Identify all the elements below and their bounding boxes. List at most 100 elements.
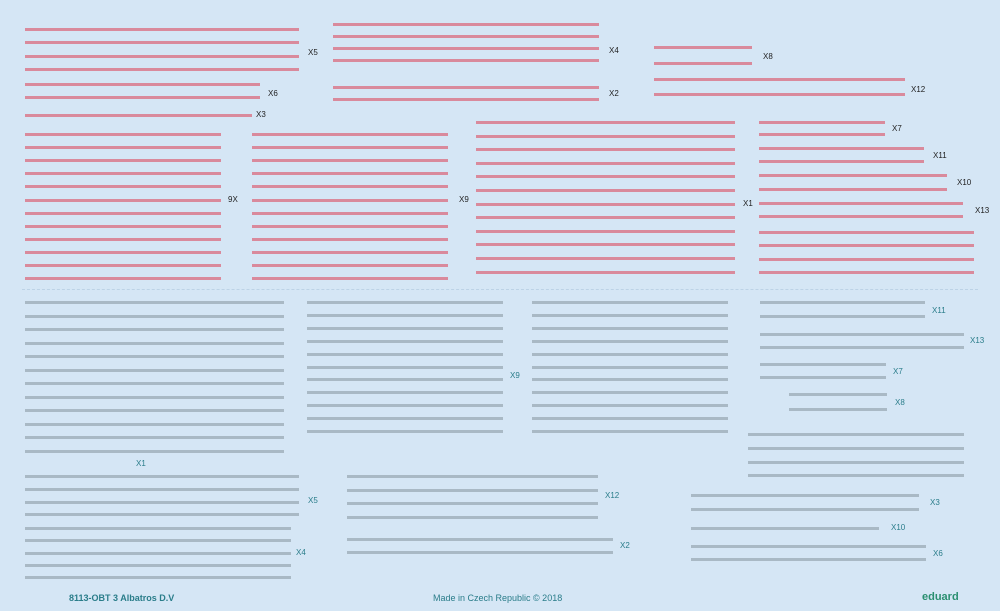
- lower-strip: [532, 430, 728, 433]
- lower-strip: [25, 382, 284, 385]
- upper-strip: [476, 270, 735, 274]
- lower-strip: [532, 352, 728, 356]
- lower-strip: [25, 449, 284, 453]
- lower-strip: [25, 301, 284, 304]
- lower-strip: [532, 391, 728, 395]
- lower-strip: [25, 341, 284, 345]
- upper-strip: [252, 211, 448, 215]
- upper-strip: [759, 174, 947, 177]
- upper-strip: [476, 121, 735, 124]
- lower-strip: [347, 475, 598, 478]
- upper-label: X11: [933, 151, 947, 160]
- lower-strip: [532, 378, 728, 382]
- upper-strip: [476, 243, 735, 247]
- upper-label: X12: [911, 85, 926, 94]
- upper-strip: [476, 257, 735, 260]
- product-code: 8113-OBT 3 Albatros D.V: [69, 593, 175, 603]
- lower-strip: [748, 433, 964, 436]
- upper-strip: [759, 244, 974, 247]
- lower-label: X11: [932, 306, 946, 315]
- upper-strip: [654, 46, 752, 49]
- lower-strip: [760, 363, 886, 366]
- upper-strip: [25, 96, 260, 100]
- lower-label: X5: [308, 496, 318, 505]
- upper-strip: [252, 224, 448, 228]
- lower-label: X9: [510, 371, 520, 380]
- upper-strip: [654, 78, 905, 81]
- upper-strip: [25, 264, 221, 267]
- lower-strip: [347, 502, 598, 505]
- upper-label: X4: [609, 46, 619, 55]
- lower-strip: [347, 551, 613, 554]
- upper-label: X5: [308, 48, 318, 57]
- made-in-notice: Made in Czech Republic © 2018: [433, 593, 563, 603]
- upper-strip: [759, 202, 963, 205]
- upper-strip: [25, 67, 299, 71]
- upper-strip: [759, 215, 963, 218]
- lower-strip: [307, 301, 503, 304]
- upper-strip: [25, 250, 221, 254]
- upper-strip: [252, 133, 448, 136]
- upper-strip: [252, 146, 448, 150]
- lower-strip: [307, 391, 503, 395]
- lower-strip: [307, 378, 503, 382]
- upper-label: X7: [892, 124, 902, 133]
- lower-strip: [25, 368, 284, 372]
- lower-label: X6: [933, 549, 943, 558]
- lower-label: X7: [893, 367, 903, 376]
- lower-strip: [307, 339, 503, 343]
- upper-strip: [759, 271, 974, 274]
- upper-strip: [476, 148, 735, 152]
- upper-strip: [25, 159, 221, 163]
- upper-strip: [252, 237, 448, 241]
- lower-strip: [25, 395, 284, 399]
- lower-label: X2: [620, 541, 630, 550]
- lower-strip: [760, 315, 925, 318]
- lower-strip: [532, 365, 728, 369]
- upper-strip: [333, 47, 599, 50]
- lower-strip: [748, 474, 964, 477]
- lower-label: X10: [891, 523, 906, 532]
- lower-strip: [691, 494, 919, 497]
- lower-strip: [307, 365, 503, 369]
- upper-label: X10: [957, 178, 972, 187]
- lower-strip: [307, 404, 503, 408]
- lower-strip: [760, 376, 886, 379]
- lower-strip: [789, 408, 887, 411]
- lower-strip: [760, 333, 964, 336]
- upper-strip: [476, 229, 735, 233]
- lower-strip: [532, 301, 728, 304]
- lower-label: X4: [296, 548, 306, 557]
- lower-strip: [25, 527, 291, 530]
- upper-strip: [476, 175, 735, 179]
- lower-strip: [25, 500, 299, 504]
- upper-strip: [333, 23, 599, 26]
- upper-strip: [25, 185, 221, 189]
- upper-strip: [25, 198, 221, 202]
- lower-strip: [307, 313, 503, 317]
- lower-strip: [25, 487, 299, 491]
- upper-strip: [333, 35, 599, 38]
- lower-strip: [532, 313, 728, 317]
- lower-strip: [25, 355, 284, 358]
- upper-strip: [476, 161, 735, 165]
- lower-strip: [532, 404, 728, 408]
- lower-strip: [25, 576, 291, 580]
- lower-strip: [760, 346, 964, 349]
- upper-strip: [759, 121, 885, 124]
- upper-strip: [476, 216, 735, 220]
- upper-strip: [759, 160, 924, 163]
- upper-strip: [25, 277, 221, 281]
- lower-strip: [691, 508, 919, 511]
- upper-strip: [476, 202, 735, 206]
- lower-strip: [748, 461, 964, 464]
- upper-strip: [252, 264, 448, 267]
- upper-label: 9X: [228, 195, 238, 204]
- upper-strip: [252, 277, 448, 281]
- upper-strip: [759, 133, 885, 136]
- upper-strip: [333, 59, 599, 62]
- lower-strip: [347, 488, 598, 492]
- upper-strip: [25, 211, 221, 215]
- upper-label: X3: [256, 110, 266, 119]
